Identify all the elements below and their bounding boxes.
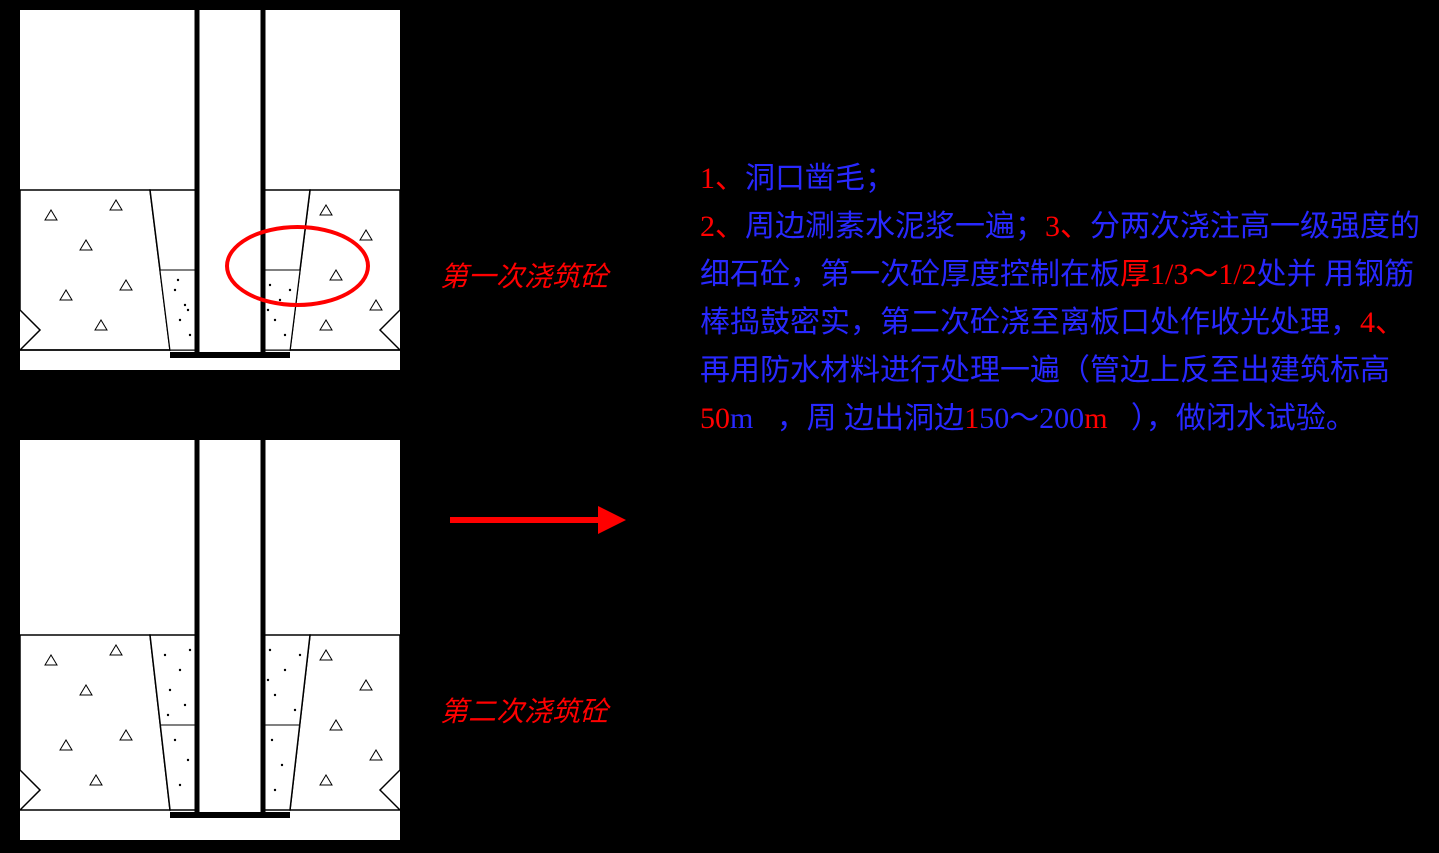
label-second-pour: 第二次浇筑砼 bbox=[440, 690, 608, 730]
text-segment: m bbox=[753, 402, 776, 435]
diagram-second-pour bbox=[20, 440, 400, 840]
second-pour-svg bbox=[20, 440, 400, 840]
text-segment: 50 bbox=[700, 402, 730, 435]
text-segment: 1、 bbox=[700, 162, 745, 195]
text-segment: 2、 bbox=[700, 210, 745, 243]
text-segment: m bbox=[1084, 402, 1107, 435]
text-segment: 4、 bbox=[1360, 306, 1405, 339]
highlight-ellipse bbox=[225, 225, 370, 307]
text-segment: m bbox=[1108, 402, 1131, 435]
text-segment: 再用防水材料进行处理一遍（管边上反至出建筑标高 bbox=[700, 354, 1390, 387]
text-segment: 1 bbox=[964, 402, 979, 435]
text-segment: 厚1/3～1/2 bbox=[1120, 258, 1257, 291]
text-segment: 周边涮素水泥浆一遍； bbox=[745, 210, 1045, 243]
diagram-first-pour bbox=[20, 10, 400, 370]
instruction-text: 1、洞口凿毛；2、周边涮素水泥浆一遍；3、分两次浇注高一级强度的细石砼，第一次砼… bbox=[700, 155, 1420, 443]
text-segment: ，周 边出洞边 bbox=[777, 402, 965, 435]
arrow-to-text bbox=[450, 505, 650, 535]
text-segment: 3、 bbox=[1045, 210, 1090, 243]
label-first-pour: 第一次浇筑砼 bbox=[440, 255, 608, 295]
first-pour-svg bbox=[20, 10, 400, 370]
text-segment: m bbox=[730, 402, 753, 435]
text-segment: 洞口凿毛； bbox=[745, 162, 895, 195]
text-segment: 50～200 bbox=[979, 402, 1084, 435]
text-segment: ），做闭水试验。 bbox=[1131, 402, 1356, 435]
